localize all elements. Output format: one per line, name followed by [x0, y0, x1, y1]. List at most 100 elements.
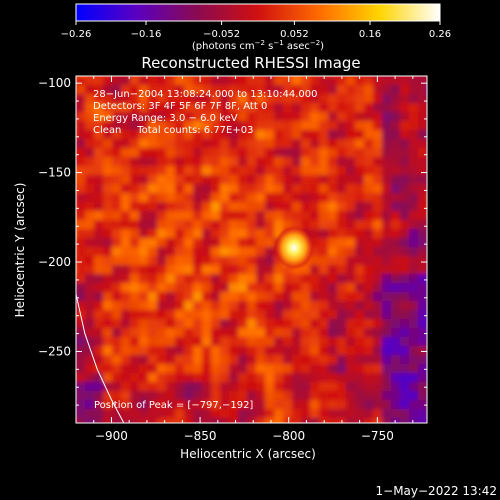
- heatmap-cell: [319, 391, 329, 401]
- heatmap-cell: [157, 256, 167, 266]
- heatmap-cell: [427, 373, 437, 383]
- heatmap-cell: [94, 103, 104, 113]
- heatmap-cell: [328, 400, 338, 410]
- heatmap-cell: [346, 409, 356, 419]
- heatmap-cell: [103, 229, 113, 239]
- heatmap-cell: [85, 337, 95, 347]
- heatmap-cell: [112, 184, 122, 194]
- heatmap-cell: [157, 157, 167, 167]
- heatmap-cell: [418, 166, 427, 176]
- heatmap-cell: [301, 211, 311, 221]
- heatmap-cell: [328, 76, 338, 86]
- heatmap-cell: [283, 103, 293, 113]
- heatmap-cell: [157, 382, 167, 392]
- heatmap-cell: [337, 346, 347, 356]
- heatmap-cell: [274, 319, 284, 329]
- heatmap-cell: [346, 202, 356, 212]
- heatmap-cell: [184, 202, 194, 212]
- heatmap-cell: [112, 364, 122, 374]
- heatmap-cell: [310, 328, 320, 338]
- heatmap-cell: [166, 175, 176, 185]
- heatmap-cell: [391, 328, 401, 338]
- heatmap-cell: [418, 355, 427, 365]
- heatmap-cell: [310, 157, 320, 167]
- heatmap-cell: [328, 175, 338, 185]
- heatmap-cell: [391, 139, 401, 149]
- heatmap-cell: [301, 292, 311, 302]
- heatmap-cell: [121, 229, 131, 239]
- heatmap-cell: [319, 130, 329, 140]
- heatmap-cell: [247, 310, 257, 320]
- heatmap-cell: [238, 310, 248, 320]
- heatmap-cell: [94, 220, 104, 230]
- heatmap-cell: [391, 229, 401, 239]
- heatmap-cell: [409, 247, 419, 257]
- heatmap-cell: [211, 247, 221, 257]
- colorbar-tick-label: −0.26: [61, 29, 92, 40]
- heatmap-cell: [229, 274, 239, 284]
- heatmap-cell: [337, 139, 347, 149]
- heatmap-cell: [121, 373, 131, 383]
- heatmap-cell: [85, 112, 95, 122]
- heatmap-cell: [139, 355, 149, 365]
- heatmap-cell: [121, 319, 131, 329]
- heatmap-cell: [139, 373, 149, 383]
- heatmap-cell: [256, 400, 266, 410]
- heatmap-cell: [301, 409, 311, 419]
- heatmap-cell: [220, 76, 230, 86]
- heatmap-cell: [364, 211, 374, 221]
- heatmap-cell: [382, 256, 392, 266]
- heatmap-cell: [184, 148, 194, 158]
- heatmap-cell: [148, 274, 158, 284]
- heatmap-cell: [310, 364, 320, 374]
- heatmap-cell: [166, 364, 176, 374]
- heatmap-cell: [103, 184, 113, 194]
- heatmap-cell: [130, 409, 140, 419]
- heatmap-cell: [427, 409, 437, 419]
- heatmap-cell: [247, 400, 257, 410]
- heatmap-cell: [337, 337, 347, 347]
- heatmap-cell: [400, 328, 410, 338]
- heatmap-cell: [229, 220, 239, 230]
- heatmap-cell: [427, 121, 437, 131]
- heatmap-cell: [139, 103, 149, 113]
- heatmap-cell: [409, 382, 419, 392]
- heatmap-cell: [175, 373, 185, 383]
- heatmap-cell: [319, 292, 329, 302]
- heatmap-cell: [427, 310, 437, 320]
- heatmap-cell: [364, 229, 374, 239]
- heatmap-cell: [319, 103, 329, 113]
- heatmap-cell: [247, 85, 257, 95]
- heatmap-cell: [283, 175, 293, 185]
- heatmap-cell: [139, 418, 149, 423]
- heatmap-cell: [148, 229, 158, 239]
- heatmap-cell: [157, 400, 167, 410]
- heatmap-cell: [220, 328, 230, 338]
- heatmap-cell: [355, 148, 365, 158]
- heatmap-cell: [346, 247, 356, 257]
- heatmap-cell: [409, 391, 419, 401]
- heatmap-cell: [274, 139, 284, 149]
- heatmap-cell: [373, 139, 383, 149]
- heatmap-cell: [121, 157, 131, 167]
- heatmap-cell: [148, 139, 158, 149]
- heatmap-cell: [418, 319, 427, 329]
- heatmap-cell: [265, 409, 275, 419]
- heatmap-cell: [373, 319, 383, 329]
- heatmap-cell: [247, 121, 257, 131]
- heatmap-cell: [256, 373, 266, 383]
- heatmap-cell: [346, 193, 356, 203]
- heatmap-cell: [202, 400, 212, 410]
- annotation-clean: Clean Total counts: 6.77E+03: [93, 125, 253, 136]
- heatmap-cell: [310, 238, 320, 248]
- heatmap-cell: [427, 256, 437, 266]
- heatmap-cell: [283, 94, 293, 104]
- heatmap-cell: [166, 292, 176, 302]
- heatmap-cell: [202, 337, 212, 347]
- heatmap-cell: [409, 202, 419, 212]
- heatmap-cell: [418, 400, 427, 410]
- heatmap-cell: [346, 220, 356, 230]
- heatmap-cell: [220, 193, 230, 203]
- heatmap-cell: [211, 409, 221, 419]
- heatmap-cell: [283, 301, 293, 311]
